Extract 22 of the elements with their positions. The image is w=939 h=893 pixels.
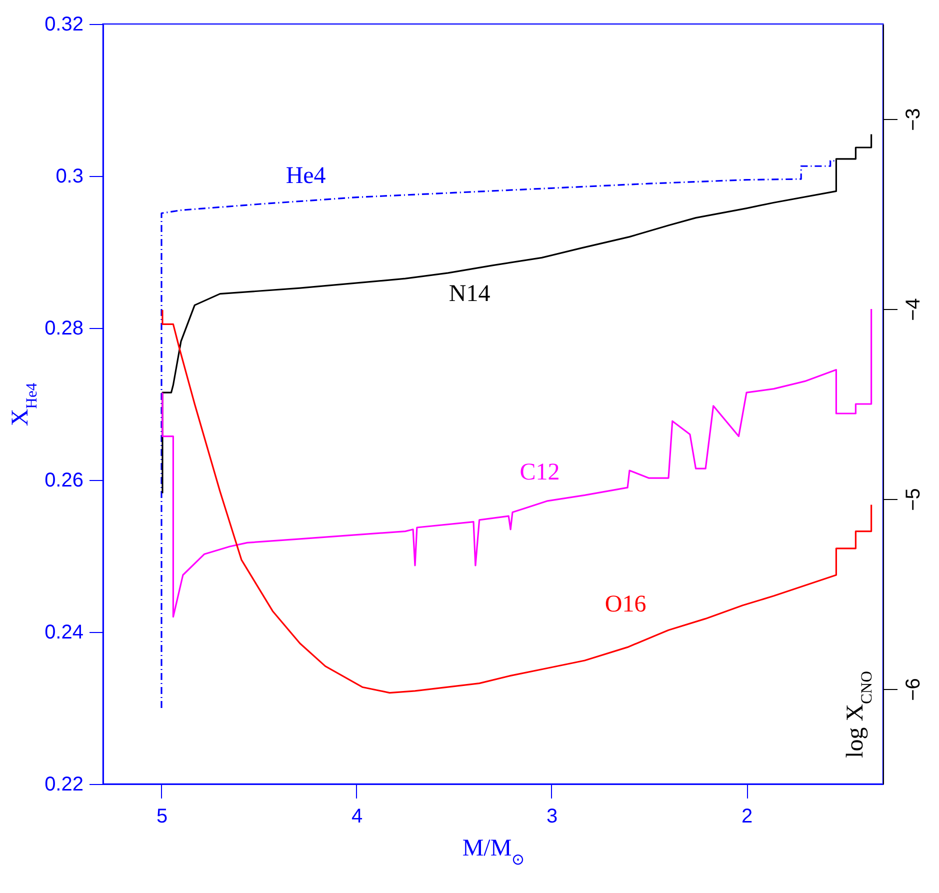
line-series xyxy=(162,308,872,618)
series-label: O16 xyxy=(604,592,646,618)
y-tick-label: 0.32 xyxy=(44,14,84,36)
x-tick-label: 3 xyxy=(546,806,558,828)
series-label: He4 xyxy=(286,163,326,189)
y2-tick-label: −3 xyxy=(902,108,924,131)
series-label: N14 xyxy=(448,280,490,307)
y2-tick-label: −6 xyxy=(902,678,924,701)
y-tick-label: 0.24 xyxy=(44,622,84,644)
y-tick-label: 0.26 xyxy=(44,470,84,492)
y2-tick-label: −4 xyxy=(902,298,924,321)
line-series xyxy=(162,133,872,494)
x-tick-label: 5 xyxy=(156,806,168,828)
x-tick-label: 2 xyxy=(741,806,753,828)
y-tick-label: 0.3 xyxy=(56,166,84,188)
series-label: C12 xyxy=(520,459,560,486)
x-tick-label: 4 xyxy=(351,806,363,828)
y-tick-label: 0.22 xyxy=(44,774,84,796)
x-axis-title: M/M$_{⊙}$ xyxy=(462,836,525,868)
line-series xyxy=(160,160,836,709)
y-tick-label: 0.28 xyxy=(44,318,84,340)
y2-tick-label: −5 xyxy=(902,488,924,511)
